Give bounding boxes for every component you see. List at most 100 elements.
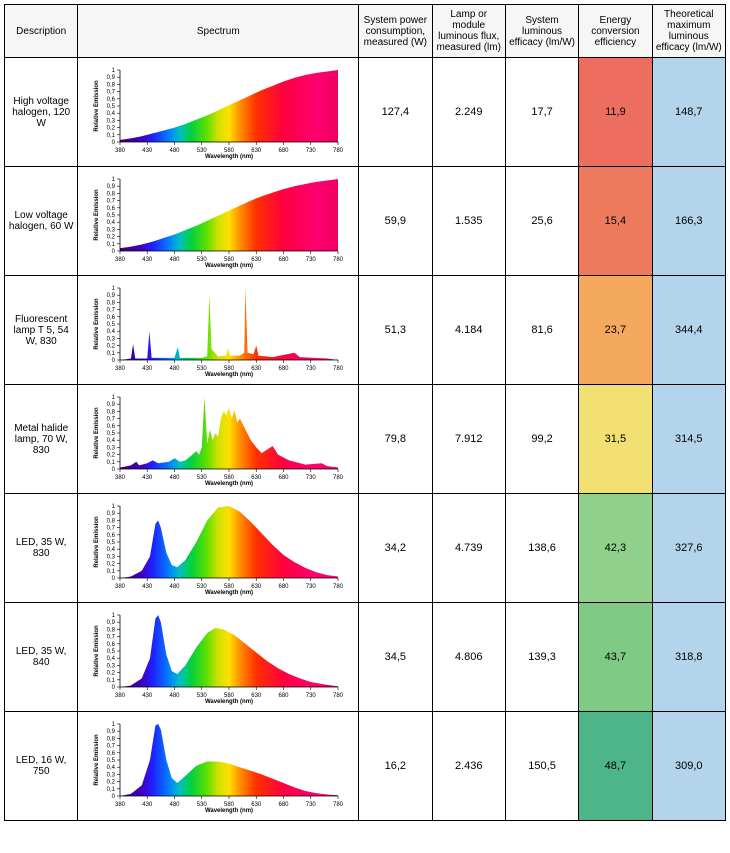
efficacy-cell: 99,2 <box>505 385 578 494</box>
conversion-efficiency-cell: 42,3 <box>579 494 652 603</box>
spectrum-cell: 38043048053058063068073078000,10,20,30,4… <box>78 494 359 603</box>
svg-text:680: 680 <box>279 584 290 590</box>
svg-text:730: 730 <box>306 693 317 699</box>
svg-text:0,9: 0,9 <box>107 729 116 735</box>
svg-text:0,7: 0,7 <box>107 417 116 423</box>
efficacy-cell: 81,6 <box>505 276 578 385</box>
conversion-efficiency-cell: 48,7 <box>579 712 652 821</box>
table-row: Metal halide lamp, 70 W, 830 38043048053… <box>5 385 726 494</box>
svg-text:0,3: 0,3 <box>107 118 116 124</box>
svg-text:0,3: 0,3 <box>107 554 116 560</box>
svg-text:1: 1 <box>112 177 116 183</box>
theoretical-efficacy-cell: 148,7 <box>652 58 725 167</box>
conversion-efficiency-cell: 11,9 <box>579 58 652 167</box>
efficacy-table: DescriptionSpectrumSystem power consumpt… <box>4 4 726 821</box>
svg-text:380: 380 <box>115 802 126 808</box>
svg-text:Wavelength (nm): Wavelength (nm) <box>205 808 253 814</box>
svg-text:Wavelength (nm): Wavelength (nm) <box>205 263 253 269</box>
theoretical-efficacy-cell: 344,4 <box>652 276 725 385</box>
table-row: LED, 16 W, 750 3804304805305806306807307… <box>5 712 726 821</box>
svg-text:0,4: 0,4 <box>107 329 116 335</box>
svg-text:0,9: 0,9 <box>107 402 116 408</box>
svg-text:680: 680 <box>279 693 290 699</box>
svg-text:0,1: 0,1 <box>107 678 116 684</box>
svg-text:0,6: 0,6 <box>107 642 116 648</box>
power-cell: 59,9 <box>359 167 432 276</box>
svg-text:780: 780 <box>333 475 344 481</box>
col-header-0: Description <box>5 5 78 58</box>
svg-text:0,2: 0,2 <box>107 235 116 241</box>
power-cell: 34,2 <box>359 494 432 603</box>
svg-text:430: 430 <box>143 475 154 481</box>
svg-text:0,9: 0,9 <box>107 511 116 517</box>
table-row: LED, 35 W, 830 3804304805305806306807307… <box>5 494 726 603</box>
svg-text:0,9: 0,9 <box>107 293 116 299</box>
svg-text:0,7: 0,7 <box>107 744 116 750</box>
theoretical-efficacy-cell: 318,8 <box>652 603 725 712</box>
power-cell: 79,8 <box>359 385 432 494</box>
svg-text:Wavelength (nm): Wavelength (nm) <box>205 372 253 378</box>
svg-text:480: 480 <box>170 257 181 263</box>
svg-text:730: 730 <box>306 802 317 808</box>
svg-text:680: 680 <box>279 475 290 481</box>
efficacy-cell: 138,6 <box>505 494 578 603</box>
header-row: DescriptionSpectrumSystem power consumpt… <box>5 5 726 58</box>
svg-text:0,5: 0,5 <box>107 322 116 328</box>
spectrum-chart: 38043048053058063068073078000,10,20,30,4… <box>90 718 346 814</box>
svg-text:780: 780 <box>333 257 344 263</box>
conversion-efficiency-cell: 15,4 <box>579 167 652 276</box>
svg-text:680: 680 <box>279 802 290 808</box>
svg-text:0: 0 <box>112 576 116 582</box>
svg-text:Relative Emission: Relative Emission <box>94 734 100 786</box>
conversion-efficiency-cell: 31,5 <box>579 385 652 494</box>
spectrum-chart: 38043048053058063068073078000,10,20,30,4… <box>90 391 346 487</box>
svg-text:0: 0 <box>112 249 116 255</box>
svg-text:Relative Emission: Relative Emission <box>94 80 100 132</box>
svg-text:430: 430 <box>143 584 154 590</box>
svg-text:0: 0 <box>112 794 116 800</box>
svg-text:0,3: 0,3 <box>107 772 116 778</box>
table-row: High voltage halogen, 120 W 380430480530… <box>5 58 726 167</box>
svg-text:430: 430 <box>143 802 154 808</box>
desc-cell: LED, 16 W, 750 <box>5 712 78 821</box>
svg-text:730: 730 <box>306 366 317 372</box>
svg-text:0,8: 0,8 <box>107 736 116 742</box>
svg-text:0,5: 0,5 <box>107 540 116 546</box>
svg-text:680: 680 <box>279 148 290 154</box>
desc-cell: LED, 35 W, 840 <box>5 603 78 712</box>
svg-text:0,6: 0,6 <box>107 533 116 539</box>
svg-text:730: 730 <box>306 257 317 263</box>
theoretical-efficacy-cell: 327,6 <box>652 494 725 603</box>
svg-text:Relative Emission: Relative Emission <box>94 407 100 459</box>
power-cell: 127,4 <box>359 58 432 167</box>
spectrum-chart: 38043048053058063068073078000,10,20,30,4… <box>90 64 346 160</box>
svg-text:0,5: 0,5 <box>107 431 116 437</box>
svg-text:0,7: 0,7 <box>107 526 116 532</box>
table-row: LED, 35 W, 840 3804304805305806306807307… <box>5 603 726 712</box>
svg-text:0,4: 0,4 <box>107 547 116 553</box>
svg-text:380: 380 <box>115 475 126 481</box>
svg-text:0,7: 0,7 <box>107 635 116 641</box>
svg-text:0,2: 0,2 <box>107 562 116 568</box>
svg-text:0,7: 0,7 <box>107 90 116 96</box>
svg-text:0,4: 0,4 <box>107 438 116 444</box>
col-header-2: System power consumption, measured (W) <box>359 5 432 58</box>
svg-text:380: 380 <box>115 366 126 372</box>
svg-text:480: 480 <box>170 148 181 154</box>
flux-cell: 2.436 <box>432 712 505 821</box>
col-header-6: Theoretical maximum luminous efficacy (l… <box>652 5 725 58</box>
efficacy-cell: 17,7 <box>505 58 578 167</box>
col-header-1: Spectrum <box>78 5 359 58</box>
svg-text:0,6: 0,6 <box>107 424 116 430</box>
efficacy-cell: 139,3 <box>505 603 578 712</box>
desc-cell: Metal halide lamp, 70 W, 830 <box>5 385 78 494</box>
svg-text:0: 0 <box>112 467 116 473</box>
svg-text:Relative Emission: Relative Emission <box>94 189 100 241</box>
svg-text:1: 1 <box>112 395 116 401</box>
svg-text:0,3: 0,3 <box>107 227 116 233</box>
svg-text:0,5: 0,5 <box>107 649 116 655</box>
theoretical-efficacy-cell: 166,3 <box>652 167 725 276</box>
flux-cell: 4.739 <box>432 494 505 603</box>
svg-text:380: 380 <box>115 584 126 590</box>
spectrum-cell: 38043048053058063068073078000,10,20,30,4… <box>78 276 359 385</box>
